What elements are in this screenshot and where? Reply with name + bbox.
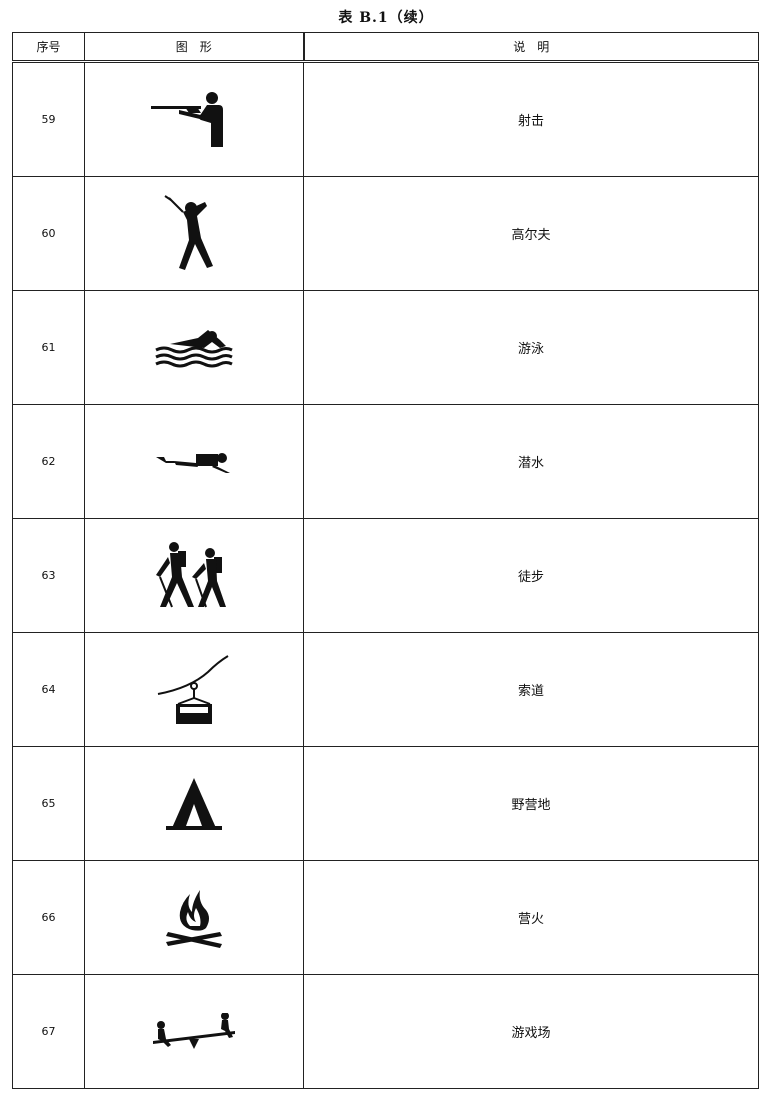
- table-row: 66 营火: [12, 860, 759, 975]
- golf-icon: [164, 194, 213, 270]
- camping-tent-icon: [166, 777, 222, 830]
- header-figure: 图 形: [84, 32, 305, 62]
- header-number: 序号: [12, 32, 85, 62]
- row-description: 射击: [303, 61, 759, 177]
- table-row: 61 游泳: [12, 290, 759, 405]
- row-number: 63: [12, 518, 85, 633]
- table-header-row: 序号 图 形 说 明: [12, 32, 759, 62]
- hiking-icon: [156, 541, 226, 607]
- row-number: 60: [12, 176, 85, 291]
- campfire-icon: [166, 889, 222, 948]
- row-description: 徒步: [303, 518, 759, 633]
- table-row: 64 索道: [12, 632, 759, 747]
- row-description: 潜水: [303, 404, 759, 519]
- diving-icon: [156, 452, 230, 473]
- row-description: 游戏场: [303, 974, 759, 1089]
- table-caption: 表 B.1（续）: [338, 10, 434, 26]
- row-number: 65: [12, 746, 85, 861]
- table-row: 60 高尔夫: [12, 176, 759, 291]
- row-number: 66: [12, 860, 85, 975]
- row-number: 64: [12, 632, 85, 747]
- row-description: 野营地: [303, 746, 759, 861]
- row-description: 营火: [303, 860, 759, 975]
- row-number: 67: [12, 974, 85, 1089]
- row-description: 游泳: [303, 290, 759, 405]
- row-description: 高尔夫: [303, 176, 759, 291]
- shooting-icon: [151, 91, 223, 147]
- table-row: 65 野营地: [12, 746, 759, 861]
- playground-seesaw-icon: [153, 1012, 235, 1049]
- table-row: 62 潜水: [12, 404, 759, 519]
- row-number: 62: [12, 404, 85, 519]
- table-row: 67 游戏场: [12, 974, 759, 1089]
- cable-car-icon: [157, 654, 229, 724]
- header-description: 说 明: [303, 32, 759, 62]
- swimming-icon: [155, 329, 233, 367]
- symbol-table: 序号 图 形 说 明 59 射击 60: [12, 32, 759, 1089]
- table-row: 59 射击: [12, 61, 759, 177]
- table-row: 63 徒步: [12, 518, 759, 633]
- row-number: 61: [12, 290, 85, 405]
- row-number: 59: [12, 61, 85, 177]
- row-description: 索道: [303, 632, 759, 747]
